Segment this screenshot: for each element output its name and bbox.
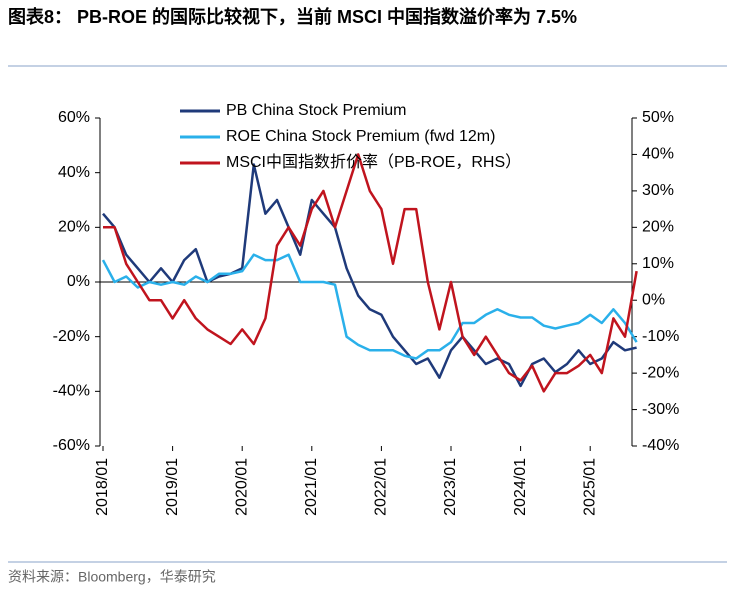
series-line (101, 253, 638, 360)
y2-tick-label: 40% (642, 146, 674, 163)
y-tick-label: -60% (53, 437, 90, 454)
y2-tick-label: 10% (642, 255, 674, 272)
series-line (102, 163, 637, 388)
x-tick-label: 2022/01 (373, 458, 390, 516)
x-tick-label: 2021/01 (303, 458, 320, 516)
chart-title: 图表8： PB-ROE 的国际比较视下，当前 MSCI 中国指数溢价率为 7.5… (8, 6, 577, 27)
y-tick-label: -40% (53, 383, 90, 400)
y-tick-label: 60% (58, 109, 90, 126)
y2-tick-label: -40% (642, 437, 679, 454)
y2-tick-label: 30% (642, 182, 674, 199)
y-tick-label: 40% (58, 164, 90, 181)
x-tick-label: 2018/01 (94, 458, 111, 516)
y2-tick-label: 50% (642, 109, 674, 126)
x-tick-label: 2020/01 (233, 458, 250, 516)
x-tick-label: 2025/01 (581, 458, 598, 516)
y-tick-label: 20% (58, 219, 90, 236)
y2-tick-label: 0% (642, 291, 665, 308)
legend-label: ROE China Stock Premium (fwd 12m) (226, 128, 495, 145)
y2-tick-label: -20% (642, 364, 679, 381)
x-tick-label: 2019/01 (164, 458, 181, 516)
legend-label: MSCI中国指数折价率（PB-ROE，RHS） (226, 153, 521, 171)
legend-label: PB China Stock Premium (226, 102, 407, 119)
y-tick-label: 0% (67, 273, 90, 290)
x-tick-label: 2023/01 (442, 458, 459, 516)
series-line (103, 153, 638, 393)
y2-tick-label: -30% (642, 401, 679, 418)
source: 资料来源：Bloomberg，华泰研究 (8, 569, 216, 585)
y2-tick-label: -10% (642, 328, 679, 345)
y2-tick-label: 20% (642, 219, 674, 236)
y-tick-label: -20% (53, 328, 90, 345)
x-tick-label: 2024/01 (512, 458, 529, 516)
